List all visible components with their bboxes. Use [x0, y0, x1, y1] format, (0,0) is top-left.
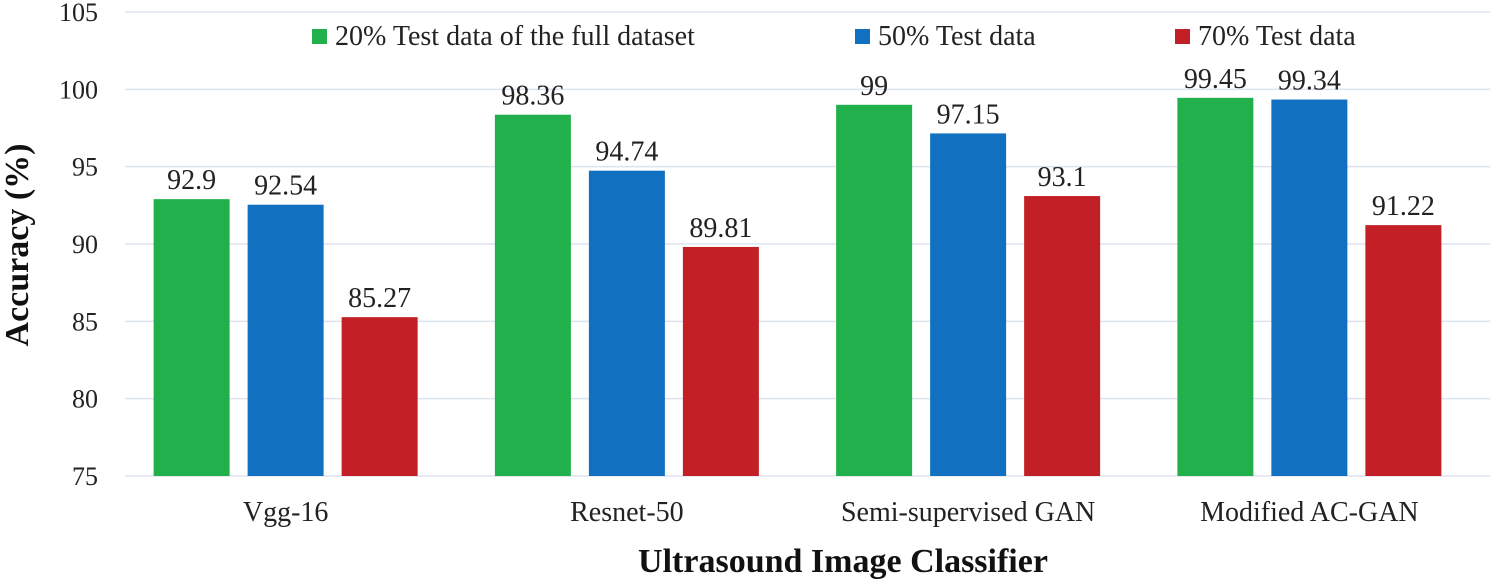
bar-value-label: 94.74: [595, 137, 658, 168]
bar: [494, 114, 571, 476]
bar-value-label: 99.45: [1184, 64, 1247, 95]
bar: [682, 246, 759, 476]
bar-value-label: 92.9: [167, 165, 216, 196]
x-category-label: Semi-supervised GAN: [841, 497, 1095, 528]
y-tick-label: 100: [59, 75, 98, 104]
y-tick-label: 85: [72, 307, 98, 336]
legend-swatch: [1175, 29, 1190, 44]
x-axis-categories: Vgg-16 Resnet-50 Semi-supervised GAN Modifi…: [243, 497, 1419, 528]
legend-entry: 50% Test data: [878, 21, 1036, 52]
bar: [1271, 99, 1348, 477]
y-axis-title: Accuracy (%): [0, 144, 36, 347]
x-category-label: Vgg-16: [243, 497, 329, 528]
bar-value-label: 92.54: [254, 171, 317, 202]
bar-value-label: 91.22: [1372, 191, 1435, 222]
bar: [247, 204, 324, 476]
bar: [930, 133, 1007, 476]
x-axis-title: Ultrasound Image Classifier: [638, 543, 1048, 580]
legend-swatch: [855, 29, 870, 44]
bar: [836, 104, 913, 477]
y-tick-label: 75: [72, 462, 98, 491]
y-tick-label: 80: [72, 385, 98, 414]
legend-entry: 70% Test data: [1198, 21, 1356, 52]
bar: [1177, 97, 1254, 476]
bar: [1365, 225, 1442, 476]
bar-value-label: 98.36: [501, 81, 564, 112]
y-tick-label: 90: [72, 230, 98, 259]
bar-value-label: 89.81: [689, 213, 752, 244]
x-category-label: Modified AC-GAN: [1200, 497, 1419, 528]
legend-entry: 20% Test data of the full dataset: [335, 21, 695, 52]
x-category-label: Resnet-50: [570, 497, 684, 528]
y-axis-ticks: 75 80 85 90 95 100 105: [59, 0, 98, 491]
bar: [341, 317, 418, 476]
data-labels: 92.9 92.54 85.27 98.36 94.74 89.81 99 97.15 93.1…: [167, 64, 1435, 314]
bar: [588, 170, 665, 477]
bar-value-label: 99: [860, 71, 888, 102]
bars: [153, 97, 1442, 477]
bar: [1024, 196, 1101, 476]
bar: [153, 199, 230, 476]
legend-swatch: [312, 29, 327, 44]
bar-value-label: 97.15: [937, 99, 1000, 130]
legend: 20% Test data of the full dataset 50% Tes…: [312, 21, 1356, 52]
bar-value-label: 85.27: [348, 283, 411, 314]
bar-value-label: 93.1: [1038, 162, 1087, 193]
y-tick-label: 105: [59, 0, 98, 27]
bar-value-label: 99.34: [1278, 66, 1341, 97]
y-tick-label: 95: [72, 153, 98, 182]
